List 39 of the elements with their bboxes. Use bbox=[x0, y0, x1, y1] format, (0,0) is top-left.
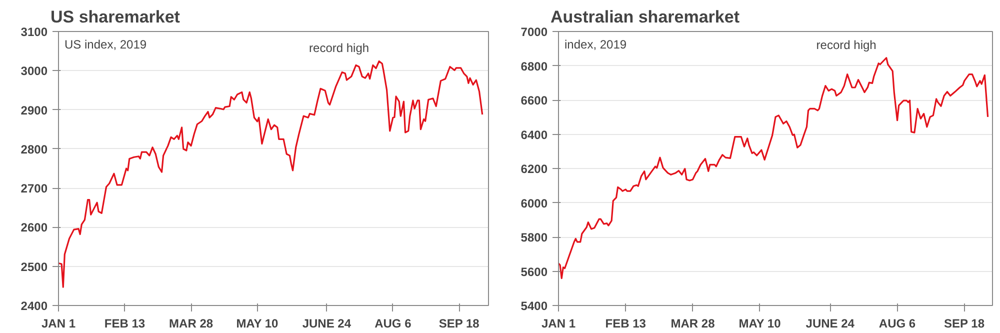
y-tick-label: 2400 bbox=[20, 299, 48, 313]
y-tick-label: 5600 bbox=[520, 264, 548, 279]
y-tick-label: 2800 bbox=[20, 142, 48, 156]
x-tick-label: AUG 6 bbox=[878, 316, 916, 330]
x-tick-label: FEB 13 bbox=[605, 316, 646, 330]
y-tick-label: 2900 bbox=[20, 103, 48, 118]
x-tick-label: MAR 28 bbox=[670, 316, 716, 330]
annotation: record high bbox=[816, 38, 876, 52]
y-tick-label: 7000 bbox=[520, 25, 548, 39]
y-tick-label: 6200 bbox=[520, 162, 548, 176]
line-series bbox=[58, 60, 484, 288]
x-tick-label: FEB 13 bbox=[104, 316, 146, 330]
x-tick-label: JUNE 24 bbox=[302, 316, 352, 330]
y-tick-label: 6400 bbox=[520, 128, 548, 142]
x-tick-label: MAR 28 bbox=[169, 316, 214, 330]
y-tick-label: 6600 bbox=[520, 94, 548, 108]
x-tick-label: JAN 1 bbox=[541, 316, 576, 330]
chart-title: Australian sharemarket bbox=[550, 8, 740, 26]
x-tick-label: SEP 18 bbox=[944, 316, 985, 330]
y-tick-label: 6000 bbox=[520, 196, 548, 210]
y-tick-label: 3000 bbox=[20, 64, 48, 78]
x-tick-label: MAY 10 bbox=[236, 316, 279, 330]
y-tick-label: 2700 bbox=[20, 182, 48, 196]
x-tick-label: JAN 1 bbox=[41, 316, 76, 330]
annotation: record high bbox=[309, 41, 370, 56]
x-tick-label: MAY 10 bbox=[738, 316, 782, 330]
y-tick-label: 2600 bbox=[20, 220, 48, 235]
y-tick-label: 2500 bbox=[20, 260, 48, 274]
x-tick-label: SEP 18 bbox=[438, 316, 480, 330]
y-tick-label: 5800 bbox=[520, 230, 548, 244]
y-tick-label: 5400 bbox=[520, 299, 548, 313]
x-tick-label: JUNE 24 bbox=[806, 316, 855, 330]
x-tick-label: AUG 6 bbox=[374, 316, 412, 330]
text: US index, 2019 bbox=[64, 38, 147, 52]
chart-title: US sharemarket bbox=[50, 8, 180, 26]
text: index, 2019 bbox=[564, 38, 627, 52]
y-tick-label: 6800 bbox=[520, 59, 548, 74]
line-series bbox=[558, 57, 989, 280]
y-tick-label: 3100 bbox=[20, 25, 48, 39]
